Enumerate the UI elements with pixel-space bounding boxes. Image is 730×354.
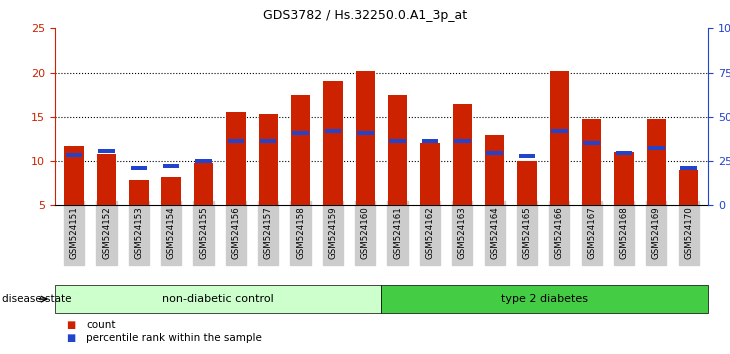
- Bar: [388, 95, 407, 205]
- Bar: [226, 113, 245, 205]
- Text: non-diabetic control: non-diabetic control: [162, 294, 274, 304]
- Bar: [519, 154, 535, 159]
- Bar: [64, 146, 84, 205]
- Bar: [647, 119, 666, 205]
- Text: count: count: [86, 320, 115, 330]
- Bar: [97, 154, 116, 205]
- Bar: [196, 159, 212, 163]
- Text: ■: ■: [66, 320, 75, 330]
- Bar: [161, 177, 181, 205]
- Bar: [420, 143, 439, 205]
- Text: GDS3782 / Hs.32250.0.A1_3p_at: GDS3782 / Hs.32250.0.A1_3p_at: [263, 9, 467, 22]
- Bar: [357, 131, 374, 135]
- Bar: [260, 139, 277, 143]
- Bar: [323, 81, 342, 205]
- Text: percentile rank within the sample: percentile rank within the sample: [86, 333, 262, 343]
- Bar: [163, 164, 180, 168]
- Bar: [194, 163, 213, 205]
- Bar: [99, 149, 115, 153]
- Bar: [228, 139, 244, 143]
- Bar: [551, 129, 567, 133]
- Bar: [131, 166, 147, 170]
- Bar: [518, 161, 537, 205]
- Text: ■: ■: [66, 333, 75, 343]
- Bar: [454, 139, 471, 143]
- Text: type 2 diabetes: type 2 diabetes: [502, 294, 588, 304]
- Text: disease state: disease state: [2, 294, 72, 304]
- Bar: [291, 95, 310, 205]
- Bar: [292, 131, 309, 135]
- Bar: [648, 147, 664, 150]
- Bar: [616, 151, 632, 155]
- Bar: [389, 139, 406, 143]
- Bar: [453, 104, 472, 205]
- Bar: [486, 151, 503, 155]
- Bar: [485, 135, 504, 205]
- Bar: [129, 180, 148, 205]
- Bar: [680, 166, 697, 170]
- Bar: [356, 71, 375, 205]
- Bar: [66, 153, 82, 156]
- Bar: [422, 139, 438, 143]
- Bar: [615, 152, 634, 205]
- Bar: [258, 114, 278, 205]
- Bar: [582, 119, 602, 205]
- Bar: [679, 170, 699, 205]
- Bar: [550, 71, 569, 205]
- Bar: [325, 129, 341, 133]
- Bar: [583, 141, 600, 145]
